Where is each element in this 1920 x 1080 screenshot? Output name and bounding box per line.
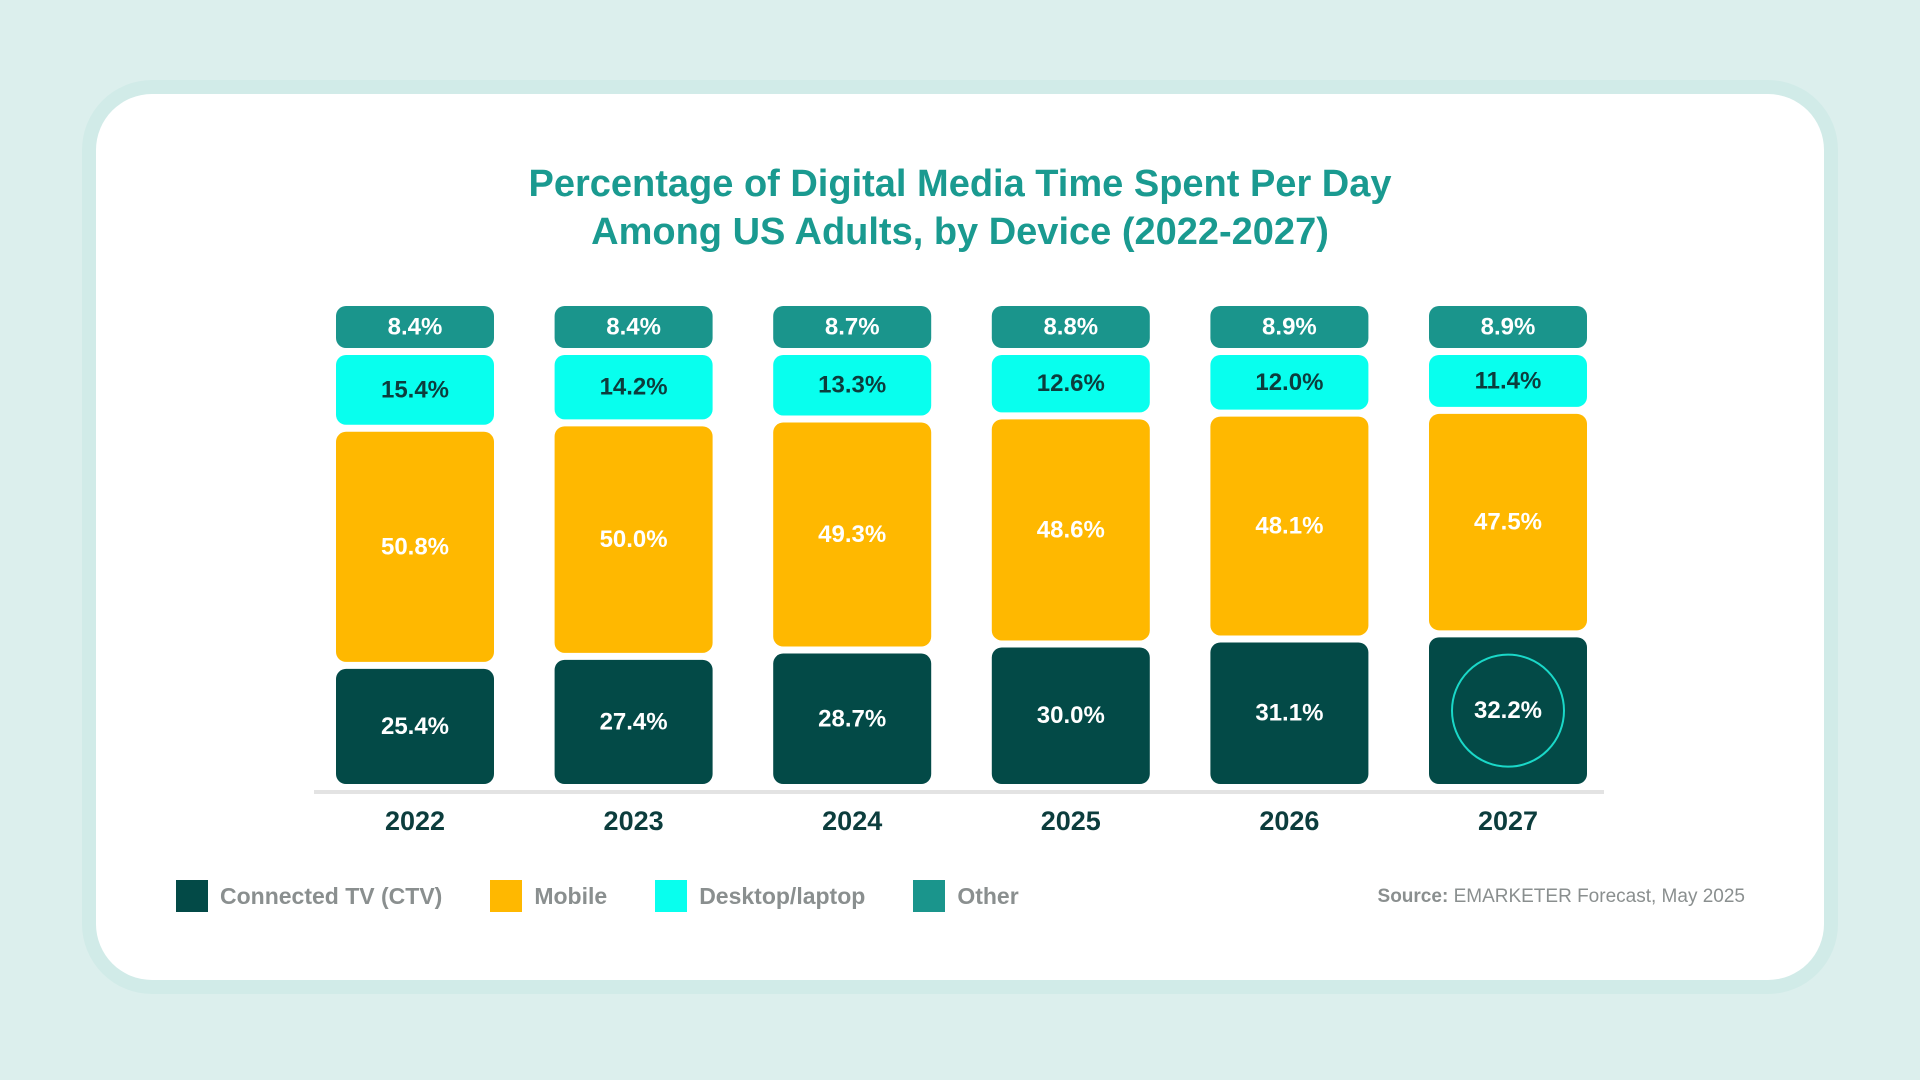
x-tick-label-2026: 2026 <box>1259 806 1319 836</box>
data-label-other-2024: 8.7% <box>825 314 880 341</box>
bar-segment-desktop-laptop-2027 <box>1429 355 1587 407</box>
bar-segment-other-2025 <box>991 306 1150 348</box>
bar-segment-desktop-laptop-2026 <box>1210 355 1369 410</box>
x-tick-label-2027: 2027 <box>1478 806 1538 836</box>
legend-swatch-desktop <box>655 880 688 912</box>
legend: Connected TV (CTV) Mobile Desktop/laptop… <box>176 879 1067 913</box>
bar-segment-connected-tv-ctv-2026 <box>1210 642 1369 784</box>
bar-segment-connected-tv-ctv-2027 <box>1429 637 1587 784</box>
bar-segment-desktop-laptop-2024 <box>773 355 932 416</box>
bar-segment-desktop-laptop-2023 <box>554 355 713 420</box>
bar-segment-other-2023 <box>554 306 713 348</box>
source-note: Source: EMARKETER Forecast, May 2025 <box>1378 886 1745 908</box>
data-label-mobile-2026: 48.1% <box>1255 513 1323 540</box>
data-label-other-2027: 8.9% <box>1481 314 1536 341</box>
legend-label-mobile: Mobile <box>534 882 608 909</box>
source-text: EMARKETER Forecast, May 2025 <box>1453 886 1745 907</box>
data-label-desktop-laptop-2026: 12.0% <box>1255 369 1323 396</box>
bar-segment-connected-tv-ctv-2022 <box>336 668 494 784</box>
data-label-connected-tv-ctv-2026: 31.1% <box>1255 700 1323 727</box>
bar-segment-desktop-laptop-2022 <box>336 355 494 425</box>
data-label-connected-tv-ctv-2027: 32.2% <box>1474 697 1542 724</box>
data-label-desktop-laptop-2024: 13.3% <box>818 372 886 399</box>
data-label-other-2023: 8.4% <box>606 314 661 341</box>
legend-item-desktop: Desktop/laptop <box>655 880 865 912</box>
data-label-other-2025: 8.8% <box>1043 314 1098 341</box>
legend-swatch-ctv <box>176 880 208 912</box>
legend-label-other: Other <box>957 882 1019 909</box>
data-label-connected-tv-ctv-2025: 30.0% <box>1037 702 1105 729</box>
bar-segment-other-2024 <box>773 306 932 348</box>
chart-title-line-1: Percentage of Digital Media Time Spent P… <box>528 163 1392 205</box>
chart-title-line-2: Among US Adults, by Device (2022-2027) <box>591 211 1329 253</box>
highlight-ring-2027 <box>1451 653 1565 768</box>
data-label-connected-tv-ctv-2022: 25.4% <box>381 713 449 740</box>
legend-item-mobile: Mobile <box>490 880 607 912</box>
data-label-mobile-2025: 48.6% <box>1037 516 1105 543</box>
legend-item-ctv: Connected TV (CTV) <box>176 880 442 912</box>
data-label-desktop-laptop-2022: 15.4% <box>381 376 449 403</box>
x-tick-label-2022: 2022 <box>385 806 445 836</box>
bar-segment-mobile-2022 <box>336 431 494 662</box>
bar-segment-other-2022 <box>336 306 494 348</box>
bar-segment-mobile-2027 <box>1429 413 1587 631</box>
data-label-other-2026: 8.9% <box>1262 314 1317 341</box>
chart-title: Percentage of Digital Media Time Spent P… <box>0 160 1920 256</box>
x-tick-label-2025: 2025 <box>1041 806 1101 836</box>
x-tick-label-2024: 2024 <box>822 806 882 836</box>
x-tick-label-2023: 2023 <box>604 806 664 836</box>
bar-segment-connected-tv-ctv-2024 <box>773 653 932 784</box>
legend-swatch-mobile <box>490 880 523 912</box>
bar-segment-mobile-2024 <box>773 422 932 647</box>
legend-swatch-other <box>913 880 946 912</box>
bar-segment-other-2027 <box>1429 306 1587 348</box>
data-label-mobile-2027: 47.5% <box>1474 509 1542 536</box>
bar-segment-connected-tv-ctv-2025 <box>991 647 1150 784</box>
bar-segment-mobile-2026 <box>1210 416 1369 636</box>
data-label-desktop-laptop-2023: 14.2% <box>600 374 668 401</box>
bar-segment-desktop-laptop-2025 <box>991 355 1150 413</box>
data-label-mobile-2024: 49.3% <box>818 521 886 548</box>
data-label-mobile-2022: 50.8% <box>381 533 449 560</box>
legend-label-desktop: Desktop/laptop <box>699 882 866 909</box>
data-label-desktop-laptop-2027: 11.4% <box>1475 367 1542 394</box>
legend-label-ctv: Connected TV (CTV) <box>220 882 443 909</box>
data-label-connected-tv-ctv-2024: 28.7% <box>818 705 886 732</box>
bar-segment-mobile-2025 <box>991 419 1150 641</box>
source-label: Source: <box>1377 886 1449 907</box>
legend-item-other: Other <box>913 880 1019 912</box>
data-label-desktop-laptop-2025: 12.6% <box>1037 370 1105 397</box>
bar-segment-connected-tv-ctv-2023 <box>554 659 713 784</box>
bar-segment-other-2026 <box>1210 306 1369 348</box>
data-label-other-2022: 8.4% <box>388 314 443 341</box>
data-label-mobile-2023: 50.0% <box>600 526 668 553</box>
data-label-connected-tv-ctv-2023: 27.4% <box>600 708 668 735</box>
bar-segment-mobile-2023 <box>554 426 713 653</box>
